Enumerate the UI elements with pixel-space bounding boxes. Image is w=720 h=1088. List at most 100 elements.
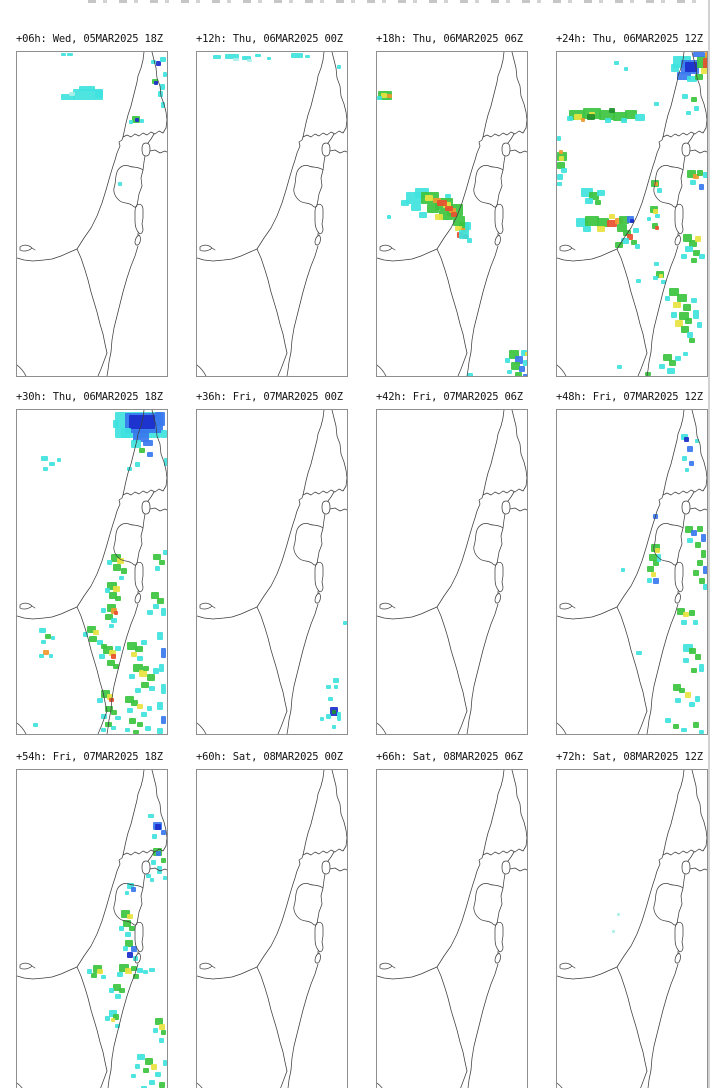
precipitation-cell <box>659 364 665 369</box>
precipitation-cell <box>691 97 697 102</box>
precipitation-cell <box>685 692 691 698</box>
precipitation-cell <box>91 973 97 978</box>
map-frame <box>556 51 708 377</box>
precipitation-cell <box>675 698 681 703</box>
precipitation-cell <box>587 114 595 120</box>
precipitation-cell <box>337 65 341 69</box>
precipitation-cell <box>79 86 95 91</box>
precipitation-cell <box>143 440 153 446</box>
precipitation-cell <box>153 1028 158 1033</box>
panel-time-label: +24h: Thu, 06MAR2025 12Z <box>556 33 703 45</box>
precipitation-cell <box>515 372 522 376</box>
precipitation-cell <box>39 654 44 658</box>
precipitation-cell <box>673 724 679 729</box>
precipitation-cell <box>661 280 666 284</box>
forecast-panel: +66h: Sat, 08MAR2025 06Z <box>376 751 528 1088</box>
map-frame <box>196 409 348 735</box>
clipped-title-fragments <box>88 0 704 3</box>
precipitation-cell <box>693 570 699 576</box>
precipitation-cell <box>559 150 563 154</box>
forecast-panel: +06h: Wed, 05MAR2025 18Z <box>16 33 168 377</box>
precipitation-cell <box>145 726 151 731</box>
precipitation-cell <box>151 1064 157 1070</box>
precipitation-cell <box>677 294 687 302</box>
precipitation-cell <box>140 119 144 123</box>
map-frame <box>196 769 348 1088</box>
precipitation-cell <box>83 632 88 637</box>
precipitation-cell <box>675 356 681 361</box>
precipitation-cell <box>129 674 135 679</box>
precipitation-cell <box>681 728 687 732</box>
precipitation-layer <box>557 410 707 734</box>
precipitation-cell <box>701 534 706 542</box>
precipitation-cell <box>703 58 707 68</box>
precipitation-cell <box>685 246 693 252</box>
precipitation-cell <box>699 664 704 672</box>
precipitation-cell <box>107 560 112 565</box>
precipitation-cell <box>687 538 693 543</box>
forecast-panel: +36h: Fri, 07MAR2025 00Z <box>196 391 348 735</box>
precipitation-cell <box>693 620 698 625</box>
precipitation-cell <box>647 217 651 221</box>
precipitation-cell <box>693 722 699 728</box>
precipitation-cell <box>557 174 563 180</box>
precipitation-cell <box>135 1064 140 1069</box>
precipitation-cell <box>121 428 131 438</box>
precipitation-cell <box>115 1024 120 1028</box>
precipitation-cell <box>158 91 163 97</box>
precipitation-layer <box>197 52 347 376</box>
precipitation-cell <box>115 994 121 999</box>
panel-time-label: +48h: Fri, 07MAR2025 12Z <box>556 391 703 403</box>
precipitation-cell <box>525 352 527 356</box>
precipitation-cell <box>695 236 701 242</box>
precipitation-cell <box>334 685 338 689</box>
forecast-panel: +42h: Fri, 07MAR2025 06Z <box>376 391 528 735</box>
precipitation-cell <box>699 730 704 734</box>
precipitation-cell <box>451 212 457 217</box>
precipitation-cell <box>161 858 166 863</box>
precipitation-cell <box>213 55 221 59</box>
precipitation-cell <box>697 322 702 328</box>
precipitation-cell <box>149 686 155 691</box>
precipitation-cell <box>95 90 103 98</box>
precipitation-cell <box>153 604 159 609</box>
precipitation-cell <box>689 338 695 343</box>
precipitation-cell <box>117 972 123 977</box>
precipitation-cell <box>387 94 392 98</box>
precipitation-cell <box>49 654 53 658</box>
precipitation-cell <box>139 448 145 453</box>
map-frame <box>556 769 708 1088</box>
precipitation-cell <box>665 296 670 301</box>
precipitation-cell <box>701 550 706 558</box>
precipitation-cell <box>99 654 105 659</box>
precipitation-cell <box>507 370 512 374</box>
precipitation-cell <box>703 566 707 574</box>
precipitation-cell <box>505 358 510 363</box>
precipitation-cell <box>653 578 659 584</box>
precipitation-cell <box>624 67 628 71</box>
panel-time-label: +18h: Thu, 06MAR2025 06Z <box>376 33 523 45</box>
precipitation-cell <box>41 640 46 644</box>
precipitation-cell <box>143 970 148 974</box>
precipitation-cell <box>647 578 652 583</box>
precipitation-cell <box>659 274 663 278</box>
precipitation-cell <box>445 206 453 211</box>
precipitation-cell <box>159 560 165 565</box>
precipitation-cell <box>69 92 75 96</box>
precipitation-cell <box>561 168 567 173</box>
precipitation-cell <box>337 717 341 721</box>
precipitation-cell <box>137 1054 145 1060</box>
precipitation-cell <box>597 226 605 232</box>
precipitation-cell <box>143 1068 149 1073</box>
map-frame <box>16 409 168 735</box>
precipitation-cell <box>621 118 627 123</box>
panel-time-label: +54h: Fri, 07MAR2025 18Z <box>16 751 163 763</box>
precipitation-cell <box>617 913 620 916</box>
precipitation-cell <box>411 204 421 211</box>
precipitation-layer <box>17 52 167 376</box>
precipitation-cell <box>61 53 66 56</box>
precipitation-cell <box>105 588 110 593</box>
precipitation-cell <box>691 258 697 263</box>
precipitation-cell <box>131 440 141 448</box>
